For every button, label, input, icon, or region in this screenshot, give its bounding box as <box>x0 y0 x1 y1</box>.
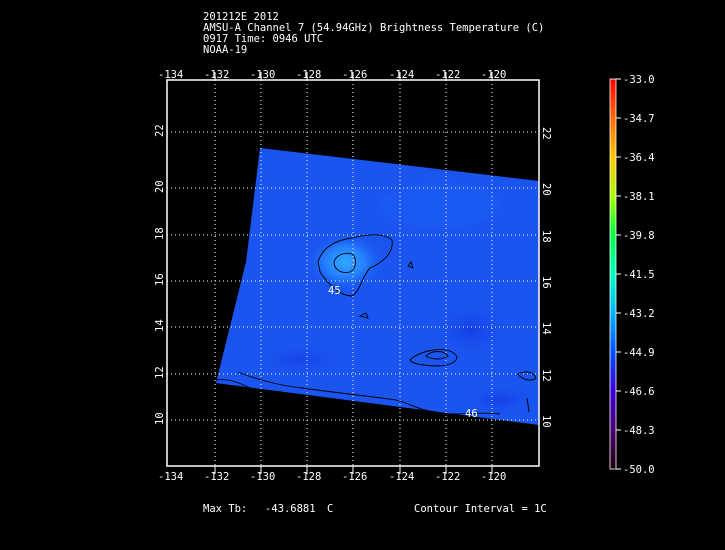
lon-label-top: -128 <box>296 69 321 81</box>
colorbar-label: -36.4 <box>623 152 655 164</box>
contour-label-45: 45 <box>328 285 341 297</box>
lon-label-top: -132 <box>204 69 229 81</box>
lat-label-right: 10 <box>540 415 552 428</box>
lon-label-bottom: -128 <box>296 471 321 483</box>
lon-label-bottom: -126 <box>342 471 367 483</box>
lat-label-left: 16 <box>154 273 166 286</box>
lon-ticks-top <box>214 72 493 80</box>
lat-label-right: 22 <box>540 127 552 140</box>
lat-label-left: 20 <box>154 180 166 193</box>
lat-lon-grid <box>167 80 539 466</box>
lat-label-left: 14 <box>154 319 166 332</box>
colorbar-label: -39.8 <box>623 230 655 242</box>
lon-ticks-bottom <box>214 466 493 474</box>
swath-area <box>216 148 540 425</box>
colorbar <box>609 78 617 470</box>
lon-label-top: -126 <box>342 69 367 81</box>
lon-label-top: -134 <box>158 69 183 81</box>
colorbar-label: -38.1 <box>623 191 655 203</box>
lon-label-top: -120 <box>481 69 506 81</box>
contour-interval: Contour Interval = 1C <box>414 503 547 515</box>
max-tb-label: Max Tb: <box>203 503 248 515</box>
lon-label-bottom: -120 <box>481 471 506 483</box>
lat-label-left: 18 <box>154 227 166 240</box>
header-product: AMSU-A Channel 7 (54.94GHz) Brightness T… <box>203 22 545 34</box>
colorbar-label: -33.0 <box>623 74 655 86</box>
colorbar-label: -48.3 <box>623 425 655 437</box>
lon-label-bottom: -134 <box>158 471 183 483</box>
temperature-contours <box>215 234 537 415</box>
colorbar-label: -34.7 <box>623 113 655 125</box>
lon-label-bottom: -130 <box>250 471 275 483</box>
lat-label-left: 22 <box>154 124 166 137</box>
lon-label-bottom: -132 <box>204 471 229 483</box>
lat-label-left: 10 <box>154 412 166 425</box>
lon-label-bottom: -124 <box>389 471 414 483</box>
colorbar-ticks <box>616 78 621 470</box>
lon-label-top: -124 <box>389 69 414 81</box>
lat-label-right: 16 <box>540 276 552 289</box>
header-date: 201212E 2012 <box>203 11 279 23</box>
lon-label-top: -122 <box>435 69 460 81</box>
colorbar-label: -41.5 <box>623 269 655 281</box>
max-tb-value: -43.6881 <box>265 503 316 515</box>
lat-label-left: 12 <box>154 366 166 379</box>
lon-label-bottom: -122 <box>435 471 460 483</box>
header-time: 0917 Time: 0946 UTC <box>203 33 324 45</box>
max-tb-unit: C <box>327 503 334 515</box>
lat-label-right: 18 <box>540 230 552 243</box>
colorbar-label: -44.9 <box>623 347 655 359</box>
lon-label-top: -130 <box>250 69 275 81</box>
colorbar-label: -50.0 <box>623 464 655 476</box>
colorbar-label: -46.6 <box>623 386 655 398</box>
lat-label-right: 12 <box>540 369 552 382</box>
colorbar-label: -43.2 <box>623 308 655 320</box>
header-satellite: NOAA-19 <box>203 44 248 56</box>
contour-label-46: 46 <box>465 408 478 420</box>
lat-label-right: 14 <box>540 322 552 335</box>
lat-label-right: 20 <box>540 183 552 196</box>
